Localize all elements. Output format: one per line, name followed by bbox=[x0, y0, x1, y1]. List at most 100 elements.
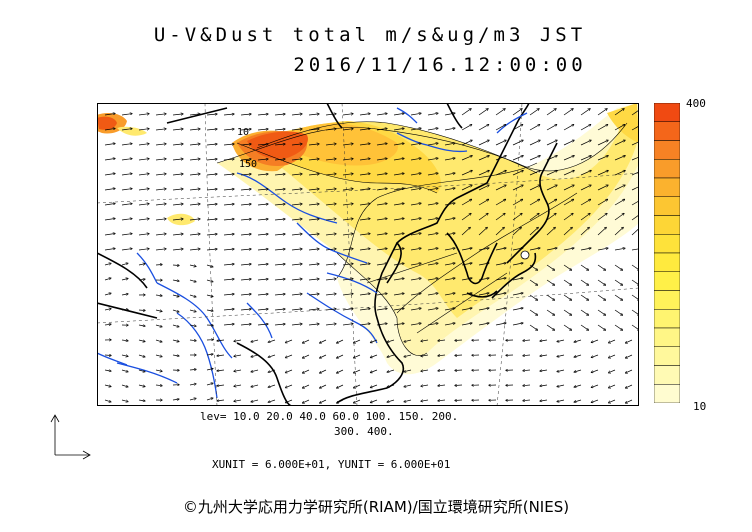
wind-arrow bbox=[529, 264, 537, 270]
wind-arrow bbox=[240, 114, 251, 115]
wind-arrow bbox=[410, 248, 421, 251]
wind-arrow bbox=[421, 400, 429, 401]
wind-arrow bbox=[495, 293, 506, 296]
wind-arrow bbox=[359, 219, 370, 221]
wind-arrow bbox=[427, 188, 438, 191]
wind-arrow bbox=[444, 143, 455, 146]
wind-arrow bbox=[155, 295, 162, 296]
wind-arrow bbox=[286, 399, 293, 403]
color-scale-step bbox=[654, 215, 680, 235]
wind-arrow bbox=[342, 234, 353, 235]
wind-arrow bbox=[291, 264, 302, 265]
wind-arrow bbox=[172, 219, 183, 220]
wind-arrow bbox=[512, 263, 523, 266]
wind-arrow bbox=[354, 339, 361, 343]
wind-arrow bbox=[461, 228, 470, 236]
wind-arrow bbox=[546, 248, 557, 251]
wind-arrow bbox=[206, 279, 213, 282]
wind-arrow bbox=[257, 129, 268, 130]
wind-arrow bbox=[557, 369, 565, 372]
wind-arrow bbox=[455, 340, 463, 341]
wind-arrow bbox=[206, 204, 217, 205]
map-title: U-V&Dust total m/s&ug/m3 JST bbox=[153, 24, 587, 46]
wind-arrow bbox=[172, 159, 183, 160]
wind-arrow bbox=[376, 189, 387, 191]
wind-arrow bbox=[427, 158, 438, 161]
wind-arrow bbox=[223, 279, 234, 280]
color-scale-step bbox=[654, 140, 680, 160]
wind-arrow bbox=[268, 399, 276, 402]
wind-arrow bbox=[461, 109, 471, 116]
wind-arrow bbox=[104, 263, 111, 266]
wind-arrow bbox=[461, 308, 472, 311]
wind-arrow bbox=[455, 370, 463, 371]
wind-arrow bbox=[138, 114, 149, 115]
wind-arrow bbox=[121, 219, 132, 221]
wind-arrow bbox=[155, 159, 166, 160]
wind-arrow bbox=[427, 263, 438, 266]
wind-arrow bbox=[546, 214, 556, 221]
wind-arrow bbox=[155, 370, 162, 371]
wind-arrow bbox=[189, 219, 200, 220]
wind-arrow bbox=[325, 174, 336, 175]
wind-arrow bbox=[444, 128, 455, 131]
wind-arrow bbox=[303, 369, 310, 373]
wind-arrow bbox=[342, 129, 353, 130]
wind-arrow bbox=[546, 199, 557, 206]
wind-arrow bbox=[410, 158, 421, 161]
wind-arrow bbox=[189, 129, 200, 130]
wind-arrow bbox=[286, 384, 293, 388]
wind-arrow bbox=[478, 293, 489, 296]
wind-arrow bbox=[274, 189, 285, 190]
wind-arrow bbox=[540, 370, 548, 371]
wind-arrow bbox=[325, 309, 336, 310]
wind-arrow bbox=[478, 214, 488, 221]
wind-arrow bbox=[609, 369, 616, 373]
wind-arrow bbox=[614, 264, 622, 270]
wind-arrow bbox=[410, 143, 421, 146]
wind-arrow bbox=[523, 400, 531, 401]
contour-levels-line1: lev= 10.0 20.0 40.0 60.0 100. 150. 200. bbox=[200, 410, 459, 423]
wind-arrow bbox=[614, 279, 622, 285]
wind-arrow bbox=[138, 144, 149, 145]
wind-arrow bbox=[631, 214, 639, 221]
wind-arrow bbox=[557, 399, 565, 402]
wind-vector-field bbox=[104, 109, 639, 403]
wind-arrow bbox=[268, 339, 276, 342]
color-scale-step bbox=[654, 196, 680, 216]
wind-arrow bbox=[410, 128, 421, 131]
wind-arrow bbox=[478, 140, 489, 146]
wind-arrow bbox=[138, 159, 149, 160]
wind-arrow bbox=[580, 294, 588, 300]
wind-arrow bbox=[444, 218, 455, 221]
wind-arrow bbox=[546, 228, 555, 236]
wind-arrow bbox=[155, 249, 166, 250]
wind-arrow bbox=[303, 384, 310, 388]
wind-arrow bbox=[325, 324, 336, 325]
wind-arrow bbox=[172, 204, 183, 205]
wind-arrow bbox=[461, 140, 472, 146]
wind-arrow bbox=[421, 385, 429, 386]
wind-arrow bbox=[478, 199, 489, 206]
wind-arrow bbox=[529, 279, 537, 285]
color-scale-step bbox=[654, 121, 680, 141]
wind-arrow bbox=[325, 264, 336, 265]
wind-arrow bbox=[427, 203, 438, 206]
wind-arrow bbox=[614, 109, 624, 116]
wind-arrow bbox=[257, 294, 268, 295]
wind-arrow bbox=[609, 339, 616, 343]
wind-arrow bbox=[342, 174, 353, 175]
wind-arrow bbox=[523, 370, 531, 371]
contour-label-10: 10 bbox=[237, 127, 249, 138]
wind-arrow bbox=[478, 156, 489, 161]
wind-arrow bbox=[138, 310, 145, 311]
wind-arrow bbox=[574, 384, 582, 387]
wind-arrow bbox=[371, 339, 378, 343]
wind-arrow bbox=[444, 278, 455, 281]
wind-arrow bbox=[257, 309, 268, 310]
wind-arrow bbox=[455, 385, 463, 386]
wind-arrow bbox=[609, 399, 616, 403]
color-scale-step bbox=[654, 103, 680, 122]
wind-arrow bbox=[478, 125, 489, 131]
wind-arrow bbox=[410, 188, 421, 191]
